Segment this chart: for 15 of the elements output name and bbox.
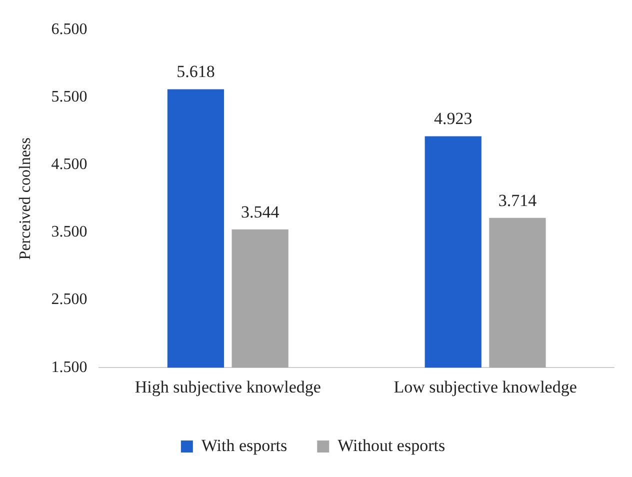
data-label: 3.714 [498, 190, 538, 210]
legend-label: Without esports [338, 436, 446, 455]
x-tick-label: High subjective knowledge [134, 377, 321, 396]
data-label: 5.618 [176, 62, 215, 82]
legend-label: With esports [201, 436, 288, 455]
data-label: 4.923 [434, 109, 472, 128]
y-tick-label: 5.500 [51, 88, 88, 106]
y-tick-label: 4.500 [51, 156, 88, 174]
y-tick-label: 1.500 [51, 358, 88, 376]
data-label: 3.544 [240, 202, 280, 222]
y-axis-title: Perceived coolness [16, 138, 34, 260]
y-tick-label: 2.500 [51, 291, 88, 308]
x-tick-label: Low subjective knowledge [394, 377, 577, 396]
y-tick-label: 3.500 [51, 224, 88, 241]
y-tick-label: 6.500 [51, 20, 88, 38]
